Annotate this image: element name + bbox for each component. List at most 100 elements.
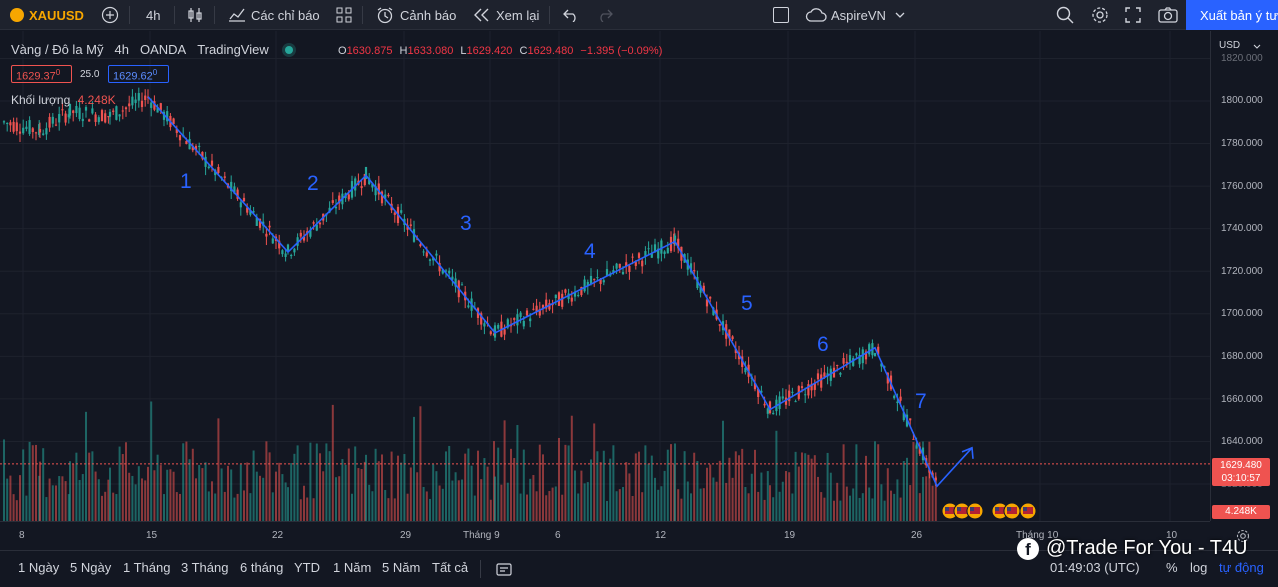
bid-price: 1629.37 <box>16 70 56 83</box>
volume-bar <box>25 495 28 521</box>
candle <box>760 390 763 393</box>
layout-menu-button[interactable]: AspireVN <box>805 0 906 30</box>
volume-bar <box>121 454 124 521</box>
settings-button[interactable] <box>1091 0 1109 30</box>
candle <box>425 252 428 257</box>
undo-icon <box>563 9 576 22</box>
legend-title[interactable]: Vàng / Đô la Mỹ <box>11 42 104 57</box>
range-1m-button[interactable]: 1 Tháng <box>123 560 171 575</box>
candle <box>61 109 64 111</box>
volume-bar <box>500 484 503 521</box>
candle <box>412 229 416 242</box>
clock-label[interactable]: 01:49:03 (UTC) <box>1050 560 1140 575</box>
buy-price-box[interactable]: 1629.620 <box>108 65 169 83</box>
range-5d-button[interactable]: 5 Ngày <box>70 560 112 575</box>
symbol-search[interactable]: XAUUSD <box>10 0 84 30</box>
percent-toggle[interactable]: % <box>1166 560 1178 575</box>
volume-bar <box>94 471 97 521</box>
wave-trendline[interactable] <box>147 96 973 488</box>
candle <box>839 372 842 375</box>
time-axis[interactable]: 8 15 22 29 Tháng 9 6 12 19 26 Tháng 10 1… <box>0 521 1210 549</box>
undo-button[interactable] <box>563 0 579 30</box>
volume-bar <box>922 476 924 521</box>
redo-icon <box>600 9 613 22</box>
indicators-button[interactable]: Các chỉ báo <box>228 0 320 30</box>
volume-bar <box>874 441 876 521</box>
volume-legend: Khối lượng 4.248K <box>11 93 116 107</box>
volume-bar <box>384 489 387 521</box>
chart-pane[interactable] <box>0 31 1210 521</box>
volume-bar <box>702 488 705 521</box>
candle <box>513 318 516 320</box>
volume-bar <box>788 472 791 521</box>
volume-bar <box>516 425 519 521</box>
candle <box>781 396 784 399</box>
volume-bar <box>78 479 81 521</box>
volume-bar <box>486 466 489 521</box>
chart-type-button[interactable] <box>187 0 203 30</box>
candle <box>121 110 124 112</box>
top-toolbar: XAUUSD 4h Các chỉ báo Cảnh báo Xem lại A… <box>0 0 1278 30</box>
gear-icon[interactable] <box>1236 529 1250 543</box>
templates-button[interactable] <box>336 0 352 30</box>
candle <box>34 132 38 134</box>
candle <box>334 206 338 209</box>
candle <box>78 107 81 120</box>
candle <box>236 189 239 199</box>
volume-bar <box>175 492 178 521</box>
volume-bar <box>545 495 548 521</box>
volume-bar <box>445 451 447 521</box>
us-flag-icon <box>970 507 980 514</box>
volume-bar <box>551 487 554 521</box>
layout-checkbox[interactable] <box>773 0 789 30</box>
candle <box>140 100 144 107</box>
candle <box>728 329 731 339</box>
volume-bar <box>368 484 371 521</box>
volume-bar <box>61 476 64 521</box>
volume-bar <box>596 451 599 521</box>
candle <box>912 438 915 440</box>
currency-label[interactable]: USD <box>1219 40 1241 51</box>
candle <box>185 140 188 145</box>
range-all-button[interactable]: Tất cả <box>432 560 469 575</box>
volume-bar <box>51 485 54 521</box>
price-axis[interactable]: USD 1820.000 1800.000 1780.000 1760.000 … <box>1210 31 1278 521</box>
auto-scale-toggle[interactable]: tự động <box>1219 560 1264 575</box>
candle <box>281 250 284 255</box>
range-3m-button[interactable]: 3 Tháng <box>181 560 229 575</box>
time-label: 10 <box>1166 530 1178 541</box>
price-label: 1660.000 <box>1221 394 1263 405</box>
range-ytd-button[interactable]: YTD <box>294 560 320 575</box>
date-range-icon[interactable] <box>496 562 512 576</box>
fullscreen-button[interactable] <box>1125 0 1141 30</box>
candle <box>641 260 644 267</box>
range-1y-button[interactable]: 1 Năm <box>333 560 372 575</box>
candle <box>115 106 118 120</box>
range-1d-button[interactable]: 1 Ngày <box>18 560 60 575</box>
interval-button[interactable]: 4h <box>146 0 160 30</box>
volume-bar <box>763 499 766 521</box>
price-chart[interactable] <box>0 31 1210 521</box>
volume-bar <box>880 484 883 521</box>
sell-price-box[interactable]: 1629.370 <box>11 65 72 83</box>
alerts-button[interactable]: Cảnh báo <box>376 0 456 30</box>
compare-button[interactable] <box>101 0 119 30</box>
search-button[interactable] <box>1056 0 1074 30</box>
log-toggle[interactable]: log <box>1190 560 1208 575</box>
volume-bar <box>432 464 435 521</box>
candle <box>663 251 666 255</box>
us-flag-icon <box>1007 507 1017 514</box>
candle <box>137 93 140 101</box>
us-flag-canton <box>945 507 949 511</box>
publish-button[interactable]: Xuất bản ý tư <box>1186 0 1278 30</box>
snapshot-button[interactable] <box>1158 0 1178 30</box>
range-5y-button[interactable]: 5 Năm <box>382 560 421 575</box>
volume-bar <box>489 499 492 521</box>
range-6m-button[interactable]: 6 tháng <box>240 560 284 575</box>
volume-bar <box>699 488 702 521</box>
volume-bar <box>284 482 287 521</box>
volume-bar <box>131 475 134 521</box>
redo-button[interactable] <box>597 0 613 30</box>
volume-bar <box>416 472 419 521</box>
replay-button[interactable]: Xem lại <box>473 0 539 30</box>
